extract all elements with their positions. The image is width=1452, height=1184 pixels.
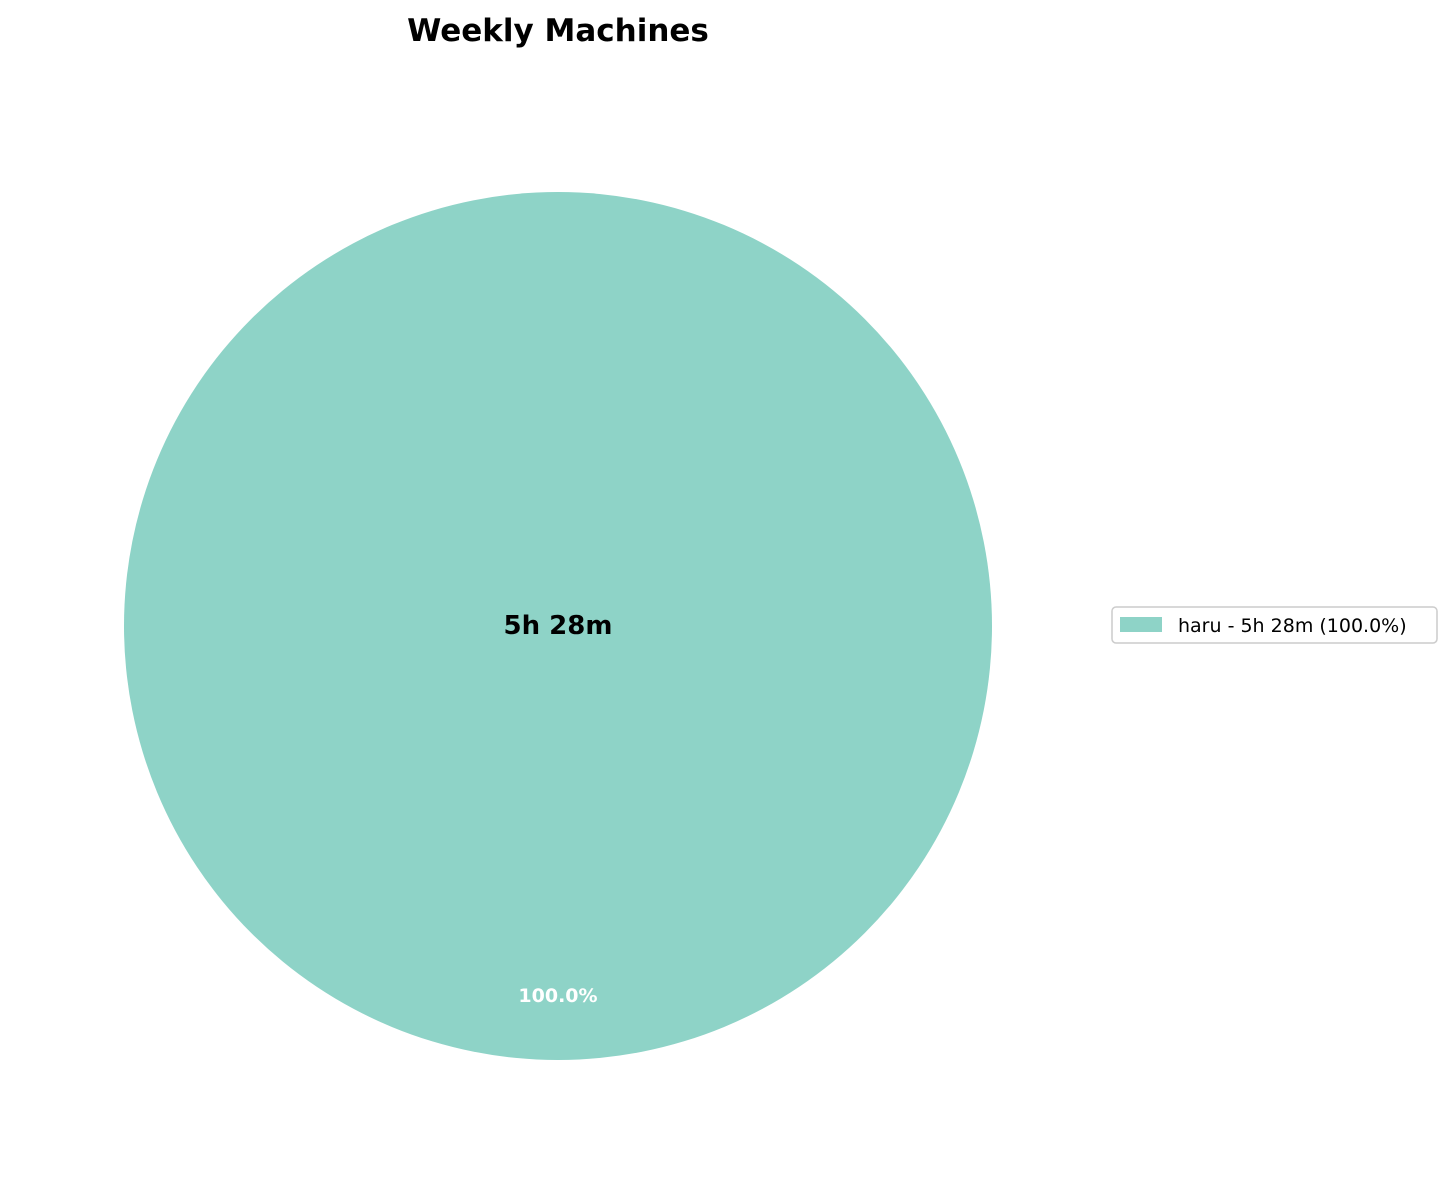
percent-label-haru: 100.0% xyxy=(518,985,597,1007)
legend-frame xyxy=(1111,606,1438,644)
legend: haru - 5h 28m (100.0%) xyxy=(1111,606,1438,644)
pie-slices xyxy=(124,192,992,1060)
percent-labels: 100.0% xyxy=(518,985,597,1007)
legend-label-haru: haru - 5h 28m (100.0%) xyxy=(1178,615,1407,637)
legend-swatch-haru xyxy=(1120,617,1162,632)
center-total-label: 5h 28m xyxy=(504,611,613,641)
chart-title: Weekly Machines xyxy=(407,13,709,49)
pie-slice-haru xyxy=(124,192,992,1060)
